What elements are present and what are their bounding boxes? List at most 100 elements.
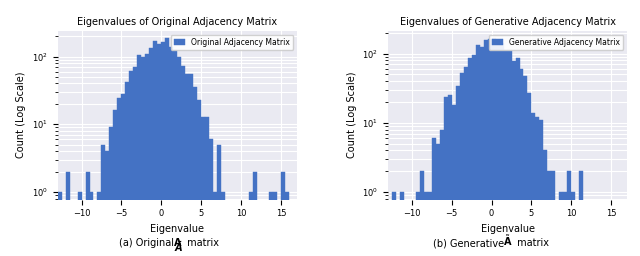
Bar <box>416 192 420 256</box>
Bar <box>468 58 472 256</box>
Bar <box>145 54 149 256</box>
Bar <box>170 47 173 256</box>
Bar <box>524 76 527 256</box>
Bar <box>527 93 531 256</box>
Text: $\mathbf{A}$: $\mathbf{A}$ <box>173 236 182 248</box>
Bar <box>157 44 161 256</box>
Legend: Generative Adjacency Matrix: Generative Adjacency Matrix <box>489 35 623 50</box>
Bar <box>165 38 170 256</box>
Text: matrix: matrix <box>514 238 549 248</box>
Bar <box>436 144 440 256</box>
Bar <box>515 58 520 256</box>
Bar <box>201 116 205 256</box>
Bar <box>495 44 500 256</box>
Bar <box>113 110 117 256</box>
Bar <box>149 48 154 256</box>
Bar <box>58 192 61 256</box>
Bar <box>97 192 102 256</box>
Bar <box>540 120 543 256</box>
Text: (b) Generative: (b) Generative <box>433 238 508 248</box>
X-axis label: Eigenvalue: Eigenvalue <box>481 224 534 234</box>
Title: Eigenvalues of Original Adjacency Matrix: Eigenvalues of Original Adjacency Matrix <box>77 17 277 27</box>
Bar <box>177 57 181 256</box>
Bar <box>531 113 536 256</box>
Bar <box>444 97 448 256</box>
Bar <box>189 74 193 256</box>
Y-axis label: Count (Log Scale): Count (Log Scale) <box>16 72 26 158</box>
Bar <box>86 172 90 256</box>
X-axis label: Eigenvalue: Eigenvalue <box>150 224 204 234</box>
Bar <box>428 192 432 256</box>
Bar <box>559 192 563 256</box>
Bar <box>432 138 436 256</box>
Bar <box>141 57 145 256</box>
Bar <box>185 73 189 256</box>
Bar <box>138 55 141 256</box>
Bar <box>173 50 177 256</box>
Bar <box>253 172 257 256</box>
Bar <box>488 39 492 256</box>
Bar <box>181 66 185 256</box>
Bar <box>460 73 463 256</box>
Bar <box>424 192 428 256</box>
Bar <box>193 87 197 256</box>
Bar <box>392 192 396 256</box>
Bar <box>273 192 277 256</box>
Legend: Original Adjacency Matrix: Original Adjacency Matrix <box>170 35 293 50</box>
Bar <box>563 192 568 256</box>
Bar <box>217 145 221 256</box>
Bar <box>543 150 547 256</box>
Bar <box>106 151 109 256</box>
Bar <box>205 116 209 256</box>
Bar <box>420 171 424 256</box>
Bar <box>508 50 511 256</box>
Bar <box>520 69 524 256</box>
Bar <box>77 192 81 256</box>
Bar <box>281 172 285 256</box>
Bar <box>452 105 456 256</box>
Bar <box>484 40 488 256</box>
Bar <box>463 67 468 256</box>
Bar <box>154 41 157 256</box>
Bar <box>197 100 201 256</box>
Bar <box>133 67 138 256</box>
Bar <box>440 130 444 256</box>
Bar <box>90 192 93 256</box>
Bar <box>552 171 556 256</box>
Text: Ã: Ã <box>138 243 182 253</box>
Title: Eigenvalues of Generative Adjacency Matrix: Eigenvalues of Generative Adjacency Matr… <box>399 17 616 27</box>
Bar <box>125 82 129 256</box>
Bar <box>579 171 583 256</box>
Bar <box>117 99 122 256</box>
Bar <box>209 139 213 256</box>
Text: matrix: matrix <box>184 238 219 248</box>
Y-axis label: Count (Log Scale): Count (Log Scale) <box>346 72 356 158</box>
Bar <box>221 192 225 256</box>
Bar <box>456 86 460 256</box>
Bar <box>129 71 133 256</box>
Bar <box>400 192 404 256</box>
Bar <box>65 172 70 256</box>
Bar <box>492 38 495 256</box>
Bar <box>476 45 479 256</box>
Bar <box>504 50 508 256</box>
Bar <box>479 47 484 256</box>
Bar <box>102 145 106 256</box>
Text: (a) Original: (a) Original <box>119 238 177 248</box>
Bar <box>472 55 476 256</box>
Bar <box>285 192 289 256</box>
Bar <box>536 117 540 256</box>
Bar <box>511 61 515 256</box>
Text: $\tilde{\mathbf{A}}$: $\tilde{\mathbf{A}}$ <box>503 233 512 248</box>
Bar <box>547 171 552 256</box>
Bar <box>500 43 504 256</box>
Bar <box>249 192 253 256</box>
Bar <box>109 127 113 256</box>
Bar <box>269 192 273 256</box>
Bar <box>568 171 572 256</box>
Bar <box>161 42 165 256</box>
Bar <box>213 192 217 256</box>
Bar <box>448 95 452 256</box>
Bar <box>572 192 575 256</box>
Bar <box>122 94 125 256</box>
